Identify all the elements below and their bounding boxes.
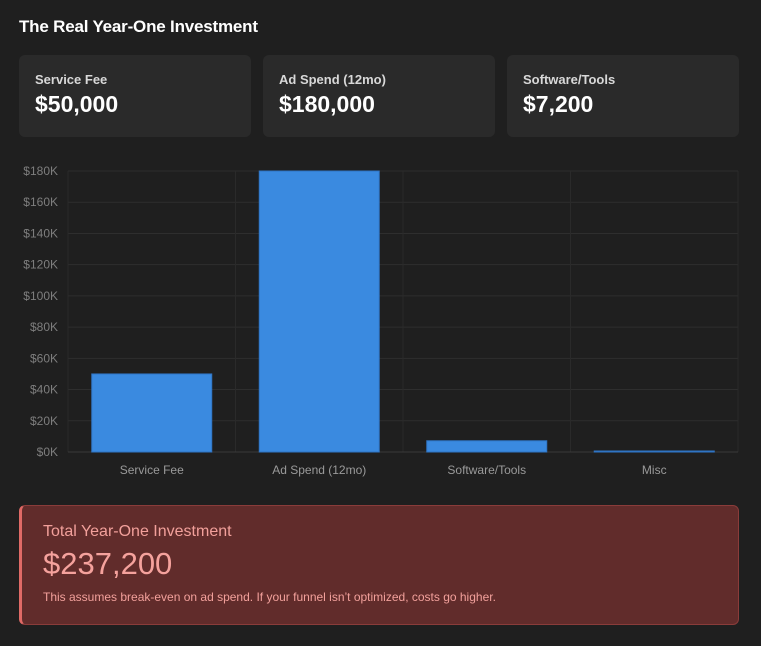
x-tick-label: Ad Spend (12mo): [272, 463, 366, 477]
y-tick-label: $160K: [23, 195, 58, 209]
y-tick-label: $60K: [30, 351, 58, 365]
chart-bars: [91, 170, 715, 453]
stat-card-label: Service Fee: [35, 72, 108, 87]
stat-card-ad-spend: Ad Spend (12mo) $180,000: [263, 55, 495, 137]
stat-card-value: $7,200: [523, 91, 594, 117]
y-tick-label: $40K: [30, 383, 58, 397]
y-tick-label: $180K: [23, 164, 58, 178]
x-tick-label: Software/Tools: [447, 463, 526, 477]
total-investment-alert: Total Year-One Investment $237,200 This …: [19, 505, 739, 625]
bar-misc[interactable]: [593, 450, 715, 453]
bar-ad-spend-12mo[interactable]: [258, 170, 380, 453]
x-tick-label: Misc: [642, 463, 667, 477]
stat-card-value: $180,000: [279, 91, 375, 117]
y-tick-label: $100K: [23, 289, 58, 303]
y-tick-label: $120K: [23, 258, 58, 272]
y-tick-label: $140K: [23, 226, 58, 240]
total-label: Total Year-One Investment: [43, 523, 232, 540]
y-tick-label: $80K: [30, 320, 58, 334]
stat-card-service-fee: Service Fee $50,000: [19, 55, 251, 137]
stat-card-label: Ad Spend (12mo): [279, 72, 386, 87]
investment-bar-chart: $0K $20K $40K $60K $80K $100K $120K $140K $160K $…: [23, 164, 739, 477]
total-note: This assumes break-even on ad spend. If …: [43, 590, 496, 604]
bar-software-tools[interactable]: [426, 440, 548, 453]
y-tick-label: $0K: [37, 445, 58, 459]
bar-service-fee[interactable]: [91, 373, 213, 453]
y-axis: $0K $20K $40K $60K $80K $100K $120K $140K $160K $…: [23, 164, 58, 459]
stat-card-software-tools: Software/Tools $7,200: [507, 55, 739, 137]
stat-card-value: $50,000: [35, 91, 119, 117]
stat-card-label: Software/Tools: [523, 72, 616, 87]
page-title: The Real Year-One Investment: [19, 17, 258, 36]
total-value: $237,200: [43, 546, 173, 581]
x-axis: Service Fee Ad Spend (12mo) Software/Tools…: [120, 463, 667, 477]
y-tick-label: $20K: [30, 414, 58, 428]
x-tick-label: Service Fee: [120, 463, 184, 477]
